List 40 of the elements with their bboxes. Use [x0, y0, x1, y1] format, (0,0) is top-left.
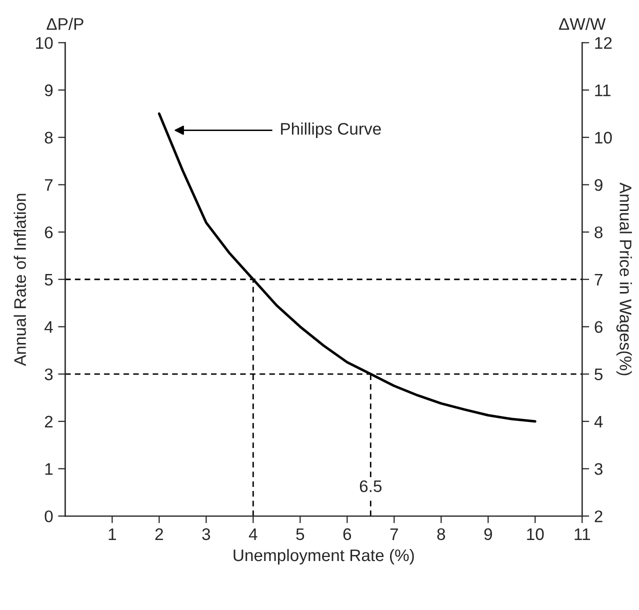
x-axis-title: Unemployment Rate (%) — [234, 548, 414, 564]
y-tick-label: 2 — [44, 416, 53, 428]
y2-tick-label: 11 — [595, 84, 610, 96]
y-tick-label: 3 — [44, 368, 53, 380]
y-tick-label: 5 — [44, 274, 53, 286]
y2-tick-label: 10 — [595, 132, 612, 144]
y2-tick-label: 9 — [594, 179, 602, 191]
x-tick-label: 11 — [574, 528, 590, 540]
y2-tick-label: 6 — [594, 321, 602, 333]
y-tick-label: 6 — [44, 226, 53, 238]
y2-tick-label: 7 — [594, 274, 602, 286]
x-tick-label: 9 — [484, 528, 492, 540]
text: ΔW/W — [559, 18, 606, 30]
x-tick-label: 2 — [155, 528, 163, 540]
y2-tick-label: 3 — [594, 463, 602, 475]
y-axis-title: Annual Rate of Inflation — [14, 194, 26, 366]
annotation: 6.5 — [360, 480, 382, 492]
text: ΔP/P — [46, 18, 84, 30]
x-tick-label: 7 — [390, 528, 398, 540]
y2-tick-label: 12 — [595, 37, 612, 49]
y-tick-label: 8 — [44, 132, 53, 144]
y2-axis-title: Annual Price in Wages(%) — [616, 182, 632, 376]
y-tick-label: 0 — [44, 510, 53, 522]
x-tick-label: 10 — [527, 528, 544, 540]
y-tick-label: 9 — [44, 84, 53, 96]
y-tick-label: 10 — [36, 37, 53, 49]
y2-tick-label: 2 — [594, 510, 602, 522]
x-tick-label: 3 — [202, 528, 210, 540]
x-tick-label: 5 — [296, 528, 304, 540]
x-tick-label: 4 — [248, 528, 258, 540]
annotation: Phillips Curve — [281, 122, 381, 138]
x-tick-label: 8 — [437, 528, 446, 540]
y-tick-label: 1 — [45, 463, 53, 475]
y2-tick-label: 8 — [594, 226, 602, 238]
y-tick-label: 7 — [44, 179, 53, 191]
y2-tick-label: 5 — [594, 368, 603, 380]
y-tick-label: 4 — [44, 321, 53, 333]
y2-tick-label: 4 — [594, 416, 603, 428]
x-tick-label: 1 — [108, 528, 116, 540]
x-tick-label: 6 — [343, 528, 352, 540]
